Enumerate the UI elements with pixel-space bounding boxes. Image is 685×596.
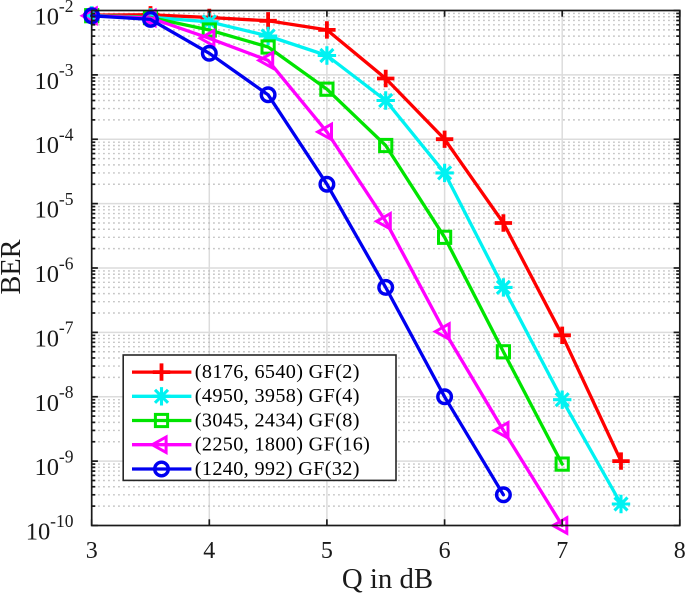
svg-text:3: 3 — [86, 538, 98, 564]
svg-text:10: 10 — [35, 325, 60, 352]
svg-text:10: 10 — [35, 261, 60, 288]
svg-text:10: 10 — [35, 68, 60, 95]
svg-text:-9: -9 — [59, 446, 74, 466]
svg-text:-3: -3 — [59, 60, 74, 80]
svg-text:10: 10 — [26, 519, 51, 546]
svg-text:10: 10 — [35, 4, 60, 31]
svg-text:8: 8 — [674, 538, 685, 564]
svg-text:BER: BER — [0, 239, 27, 294]
svg-text:-10: -10 — [50, 511, 74, 531]
svg-text:10: 10 — [35, 454, 60, 481]
svg-text:-6: -6 — [59, 253, 74, 273]
svg-text:10: 10 — [35, 132, 60, 159]
svg-text:7: 7 — [556, 538, 568, 564]
svg-text:-5: -5 — [59, 189, 74, 209]
svg-text:10: 10 — [35, 390, 60, 417]
svg-text:-4: -4 — [59, 125, 74, 145]
svg-text:10: 10 — [35, 197, 60, 224]
svg-text:(8176, 6540) GF(2): (8176, 6540) GF(2) — [195, 361, 360, 383]
svg-text:4: 4 — [203, 538, 215, 564]
svg-text:-8: -8 — [59, 382, 74, 402]
svg-text:(4950, 3958) GF(4): (4950, 3958) GF(4) — [195, 385, 360, 407]
svg-text:Q in dB: Q in dB — [342, 563, 433, 595]
svg-text:6: 6 — [439, 538, 451, 564]
svg-text:(3045, 2434) GF(8): (3045, 2434) GF(8) — [195, 409, 360, 431]
svg-text:-7: -7 — [59, 318, 74, 338]
svg-text:(2250, 1800) GF(16): (2250, 1800) GF(16) — [195, 434, 370, 456]
svg-text:5: 5 — [321, 538, 333, 564]
svg-text:(1240, 992) GF(32): (1240, 992) GF(32) — [195, 458, 360, 480]
svg-text:-2: -2 — [59, 0, 74, 16]
